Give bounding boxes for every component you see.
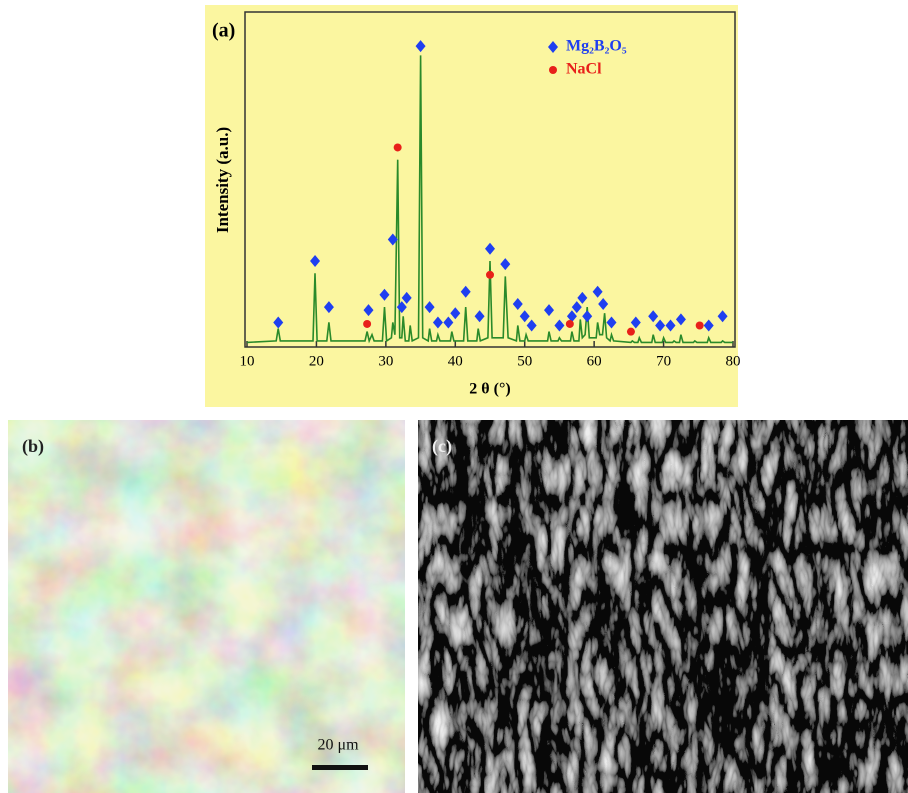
peak-marker [696, 322, 704, 330]
x-tick-label: 20 [309, 353, 324, 369]
peak-marker [566, 320, 574, 328]
x-tick-label: 60 [587, 353, 602, 369]
peak-marker [363, 320, 371, 328]
panel-label: (a) [212, 20, 235, 42]
y-axis-label: Intensity (a.u.) [213, 127, 232, 233]
peak-marker [486, 271, 494, 279]
x-tick-label: 70 [656, 353, 671, 369]
x-tick-label: 40 [448, 353, 463, 369]
legend-marker [549, 66, 557, 74]
x-tick-label: 80 [726, 353, 741, 369]
panel-label: (b) [22, 436, 44, 457]
legend-label: NaCl [566, 61, 602, 78]
peak-marker [394, 143, 402, 151]
x-tick-label: 10 [240, 353, 255, 369]
x-tick-label: 30 [378, 353, 393, 369]
scale-bar [312, 765, 368, 770]
x-axis-label: 2 θ (°) [469, 381, 510, 398]
page: (a) 2 θ (°) Intensity (a.u.) (b) 20 μm (… [0, 0, 908, 793]
micrograph-b: (b) 20 μm [8, 420, 405, 793]
x-tick-label: 50 [517, 353, 532, 369]
panel-label: (c) [432, 436, 452, 457]
scale-bar-label: 20 μm [317, 737, 359, 754]
figure: (a) 2 θ (°) Intensity (a.u.) (b) 20 μm (… [0, 0, 908, 793]
peak-marker [627, 328, 635, 336]
micrograph-c: (c) [418, 420, 908, 793]
sem-texture [418, 420, 908, 793]
legend-label: Mg₂B₂O₅ [566, 38, 627, 55]
